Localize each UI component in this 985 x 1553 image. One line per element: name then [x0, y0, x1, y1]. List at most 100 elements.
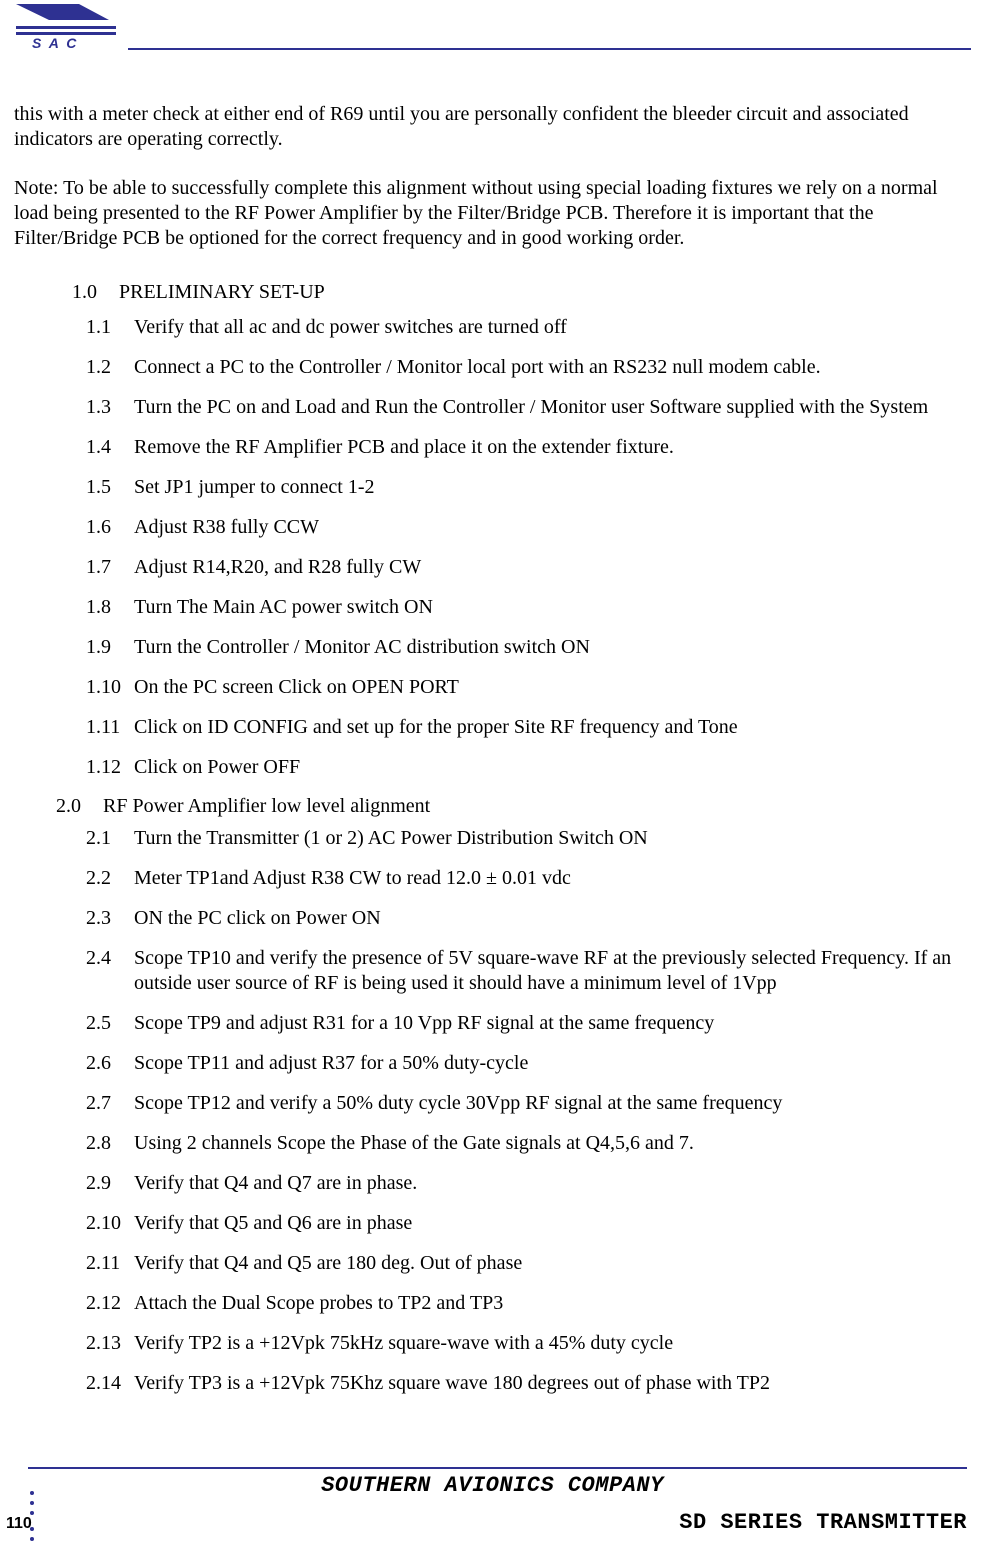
list-item: 2.5Scope TP9 and adjust R31 for a 10 Vpp…	[86, 1011, 971, 1036]
list-item-text: Scope TP11 and adjust R37 for a 50% duty…	[134, 1051, 971, 1076]
list-item: 1.4Remove the RF Amplifier PCB and place…	[86, 435, 971, 460]
list-item-num: 2.2	[86, 866, 134, 891]
list-item-num: 1.2	[86, 355, 134, 380]
list-item-text: Click on Power OFF	[134, 755, 971, 780]
list-item-num: 2.6	[86, 1051, 134, 1076]
list-item: 1.12Click on Power OFF	[86, 755, 971, 780]
footer-rule	[28, 1467, 967, 1469]
list-item-text: Adjust R38 fully CCW	[134, 515, 971, 540]
list-item: 1.9Turn the Controller / Monitor AC dist…	[86, 635, 971, 660]
list-item-num: 2.13	[86, 1331, 134, 1356]
list-item-text: Attach the Dual Scope probes to TP2 and …	[134, 1291, 971, 1316]
section-1-heading: 1.0 PRELIMINARY SET-UP	[72, 275, 971, 309]
list-item-text: On the PC screen Click on OPEN PORT	[134, 675, 971, 700]
list-item-text: Scope TP12 and verify a 50% duty cycle 3…	[134, 1091, 971, 1116]
list-item-num: 1.9	[86, 635, 134, 660]
list-item: 2.10Verify that Q5 and Q6 are in phase	[86, 1211, 971, 1236]
list-item-text: Remove the RF Amplifier PCB and place it…	[134, 435, 971, 460]
list-item: 2.12Attach the Dual Scope probes to TP2 …	[86, 1291, 971, 1316]
list-item-num: 2.14	[86, 1371, 134, 1396]
intro-section: this with a meter check at either end of…	[14, 102, 971, 251]
list-item-text: Verify TP2 is a +12Vpk 75kHz square-wave…	[134, 1331, 971, 1356]
list-item: 1.10On the PC screen Click on OPEN PORT	[86, 675, 971, 700]
list-item-text: Scope TP10 and verify the presence of 5V…	[134, 946, 971, 996]
section-1-num: 1.0	[72, 275, 114, 309]
section-1-list: 1.1Verify that all ac and dc power switc…	[86, 315, 971, 780]
list-item: 2.11Verify that Q4 and Q5 are 180 deg. O…	[86, 1251, 971, 1276]
list-item: 1.2Connect a PC to the Controller / Moni…	[86, 355, 971, 380]
list-item-text: Set JP1 jumper to connect 1-2	[134, 475, 971, 500]
footer-bottom-row: 110 SD SERIES TRANSMITTER	[18, 1510, 967, 1535]
section-2-num: 2.0	[56, 795, 98, 818]
list-item: 1.11Click on ID CONFIG and set up for th…	[86, 715, 971, 740]
list-item-num: 1.6	[86, 515, 134, 540]
list-item-num: 2.11	[86, 1251, 134, 1276]
list-item-num: 1.4	[86, 435, 134, 460]
list-item-text: Meter TP1and Adjust R38 CW to read 12.0 …	[134, 866, 971, 891]
list-item-num: 1.12	[86, 755, 134, 780]
list-item-text: Verify TP3 is a +12Vpk 75Khz square wave…	[134, 1371, 971, 1396]
list-item-text: Adjust R14,R20, and R28 fully CW	[134, 555, 971, 580]
list-item-text: Turn the Controller / Monitor AC distrib…	[134, 635, 971, 660]
list-item: 1.3Turn the PC on and Load and Run the C…	[86, 395, 971, 420]
page-dots-decoration	[30, 1527, 34, 1541]
list-item-text: Verify that Q4 and Q7 are in phase.	[134, 1171, 971, 1196]
list-item: 1.1Verify that all ac and dc power switc…	[86, 315, 971, 340]
list-item-num: 2.9	[86, 1171, 134, 1196]
page-footer: SOUTHERN AVIONICS COMPANY 110 SD SERIES …	[0, 1467, 985, 1535]
section-2-heading: 2.0 RF Power Amplifier low level alignme…	[56, 795, 971, 818]
list-item-text: Turn The Main AC power switch ON	[134, 595, 971, 620]
list-item-text: Click on ID CONFIG and set up for the pr…	[134, 715, 971, 740]
list-item-num: 2.7	[86, 1091, 134, 1116]
footer-company-name: SOUTHERN AVIONICS COMPANY	[18, 1473, 967, 1498]
page-dots-decoration	[30, 1491, 34, 1515]
list-item: 2.8Using 2 channels Scope the Phase of t…	[86, 1131, 971, 1156]
list-item: 2.6Scope TP11 and adjust R37 for a 50% d…	[86, 1051, 971, 1076]
list-item-num: 1.11	[86, 715, 134, 740]
list-item: 1.5Set JP1 jumper to connect 1-2	[86, 475, 971, 500]
list-item: 2.4Scope TP10 and verify the presence of…	[86, 946, 971, 996]
list-item: 1.8Turn The Main AC power switch ON	[86, 595, 971, 620]
page-header: S A C	[14, 10, 971, 60]
list-item: 2.7Scope TP12 and verify a 50% duty cycl…	[86, 1091, 971, 1116]
list-item-num: 2.10	[86, 1211, 134, 1236]
list-item-num: 2.4	[86, 946, 134, 996]
list-item-num: 1.10	[86, 675, 134, 700]
list-item-text: Verify that Q4 and Q5 are 180 deg. Out o…	[134, 1251, 971, 1276]
list-item: 1.6Adjust R38 fully CCW	[86, 515, 971, 540]
list-item-text: Using 2 channels Scope the Phase of the …	[134, 1131, 971, 1156]
list-item-num: 2.3	[86, 906, 134, 931]
list-item: 2.2Meter TP1and Adjust R38 CW to read 12…	[86, 866, 971, 891]
page-number-value: 110	[6, 1515, 32, 1532]
list-item-text: Verify that all ac and dc power switches…	[134, 315, 971, 340]
page-number: 110	[6, 1515, 32, 1533]
list-item-num: 2.5	[86, 1011, 134, 1036]
intro-paragraph-1: this with a meter check at either end of…	[14, 102, 971, 152]
list-item: 1.7Adjust R14,R20, and R28 fully CW	[86, 555, 971, 580]
list-item: 2.13Verify TP2 is a +12Vpk 75kHz square-…	[86, 1331, 971, 1356]
list-item-num: 1.1	[86, 315, 134, 340]
intro-paragraph-2: Note: To be able to successfully complet…	[14, 176, 971, 251]
list-item-num: 2.8	[86, 1131, 134, 1156]
list-item-num: 1.7	[86, 555, 134, 580]
list-item-num: 1.3	[86, 395, 134, 420]
list-item-text: Connect a PC to the Controller / Monitor…	[134, 355, 971, 380]
list-item: 2.9Verify that Q4 and Q7 are in phase.	[86, 1171, 971, 1196]
list-item: 2.1Turn the Transmitter (1 or 2) AC Powe…	[86, 826, 971, 851]
list-item-num: 2.12	[86, 1291, 134, 1316]
list-item-num: 1.5	[86, 475, 134, 500]
list-item-text: Turn the PC on and Load and Run the Cont…	[134, 395, 971, 420]
list-item-text: ON the PC click on Power ON	[134, 906, 971, 931]
company-logo: S A C	[14, 2, 124, 50]
header-rule	[128, 48, 971, 50]
list-item-num: 1.8	[86, 595, 134, 620]
series-title: SD SERIES TRANSMITTER	[679, 1510, 967, 1535]
section-2-title: RF Power Amplifier low level alignment	[103, 795, 430, 817]
list-item-text: Verify that Q5 and Q6 are in phase	[134, 1211, 971, 1236]
list-item-num: 2.1	[86, 826, 134, 851]
list-item: 2.3ON the PC click on Power ON	[86, 906, 971, 931]
section-1-title: PRELIMINARY SET-UP	[119, 281, 325, 303]
list-item-text: Scope TP9 and adjust R31 for a 10 Vpp RF…	[134, 1011, 971, 1036]
svg-text:S A C: S A C	[32, 35, 78, 50]
list-item-text: Turn the Transmitter (1 or 2) AC Power D…	[134, 826, 971, 851]
